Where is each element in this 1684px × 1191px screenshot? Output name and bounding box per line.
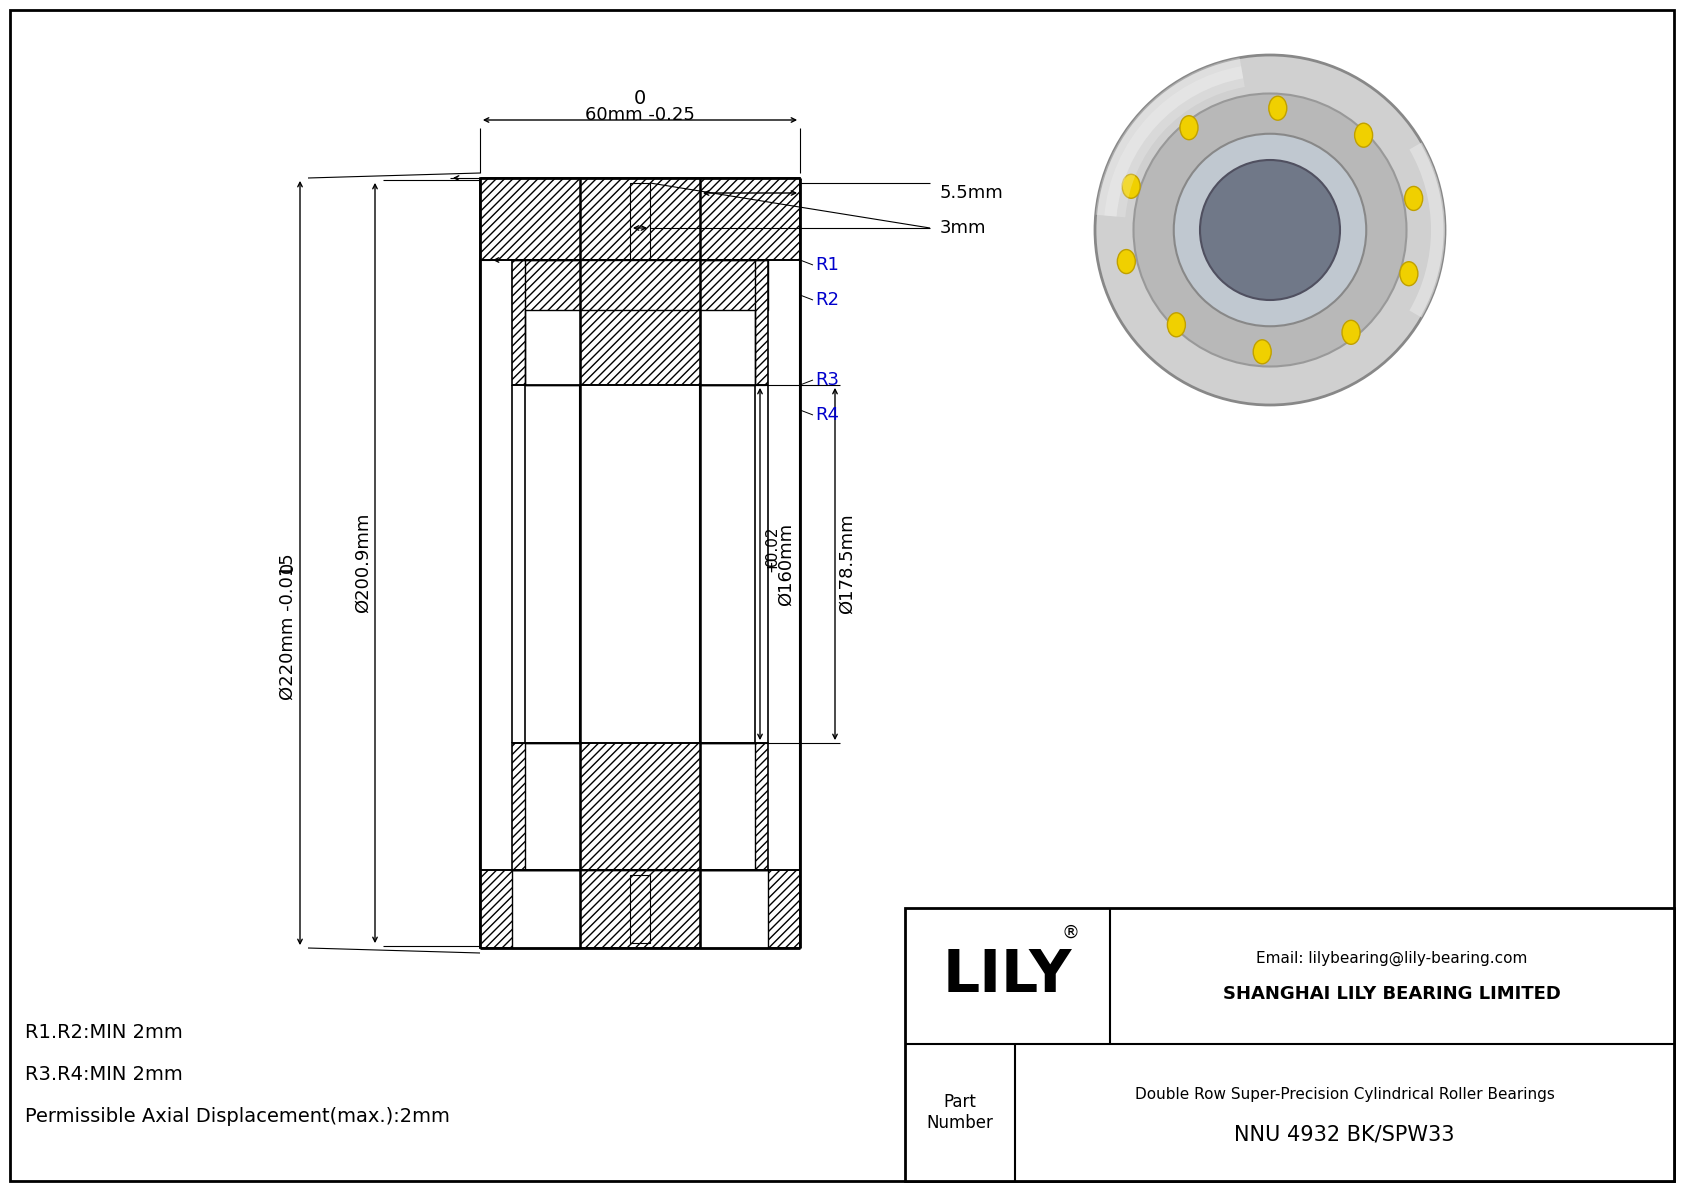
Text: +0.02: +0.02	[765, 525, 780, 572]
Ellipse shape	[1268, 96, 1287, 120]
Text: R4: R4	[815, 406, 839, 424]
Text: Ø160mm: Ø160mm	[776, 523, 795, 605]
Text: LILY: LILY	[943, 948, 1073, 1004]
Bar	[630, 183, 650, 305]
Text: Ø200.9mm: Ø200.9mm	[354, 513, 372, 613]
Bar	[480, 869, 800, 948]
Ellipse shape	[1354, 123, 1372, 148]
Bar	[512, 260, 579, 310]
Text: 0: 0	[633, 88, 647, 107]
Bar	[701, 869, 768, 948]
Text: R3: R3	[815, 372, 839, 389]
Circle shape	[1095, 55, 1445, 405]
Ellipse shape	[1167, 313, 1186, 337]
Ellipse shape	[1399, 262, 1418, 286]
Bar	[512, 743, 768, 869]
Ellipse shape	[1404, 187, 1423, 211]
Text: Part
Number: Part Number	[926, 1093, 994, 1131]
Circle shape	[1201, 160, 1340, 300]
Text: Ø178.5mm: Ø178.5mm	[839, 513, 855, 615]
Text: R3.R4:MIN 2mm: R3.R4:MIN 2mm	[25, 1066, 184, 1085]
Wedge shape	[1096, 57, 1243, 217]
Bar	[525, 743, 579, 888]
Text: Email: lilybearing@lily-bearing.com: Email: lilybearing@lily-bearing.com	[1256, 950, 1527, 966]
Text: NNU 4932 BK/SPW33: NNU 4932 BK/SPW33	[1234, 1124, 1455, 1145]
Ellipse shape	[1342, 320, 1361, 344]
Text: R1: R1	[815, 256, 839, 274]
Text: R1.R2:MIN 2mm: R1.R2:MIN 2mm	[25, 1023, 184, 1042]
Ellipse shape	[1122, 174, 1140, 198]
Text: SHANGHAI LILY BEARING LIMITED: SHANGHAI LILY BEARING LIMITED	[1223, 985, 1561, 1003]
Bar	[512, 260, 768, 385]
Text: 0: 0	[765, 556, 780, 566]
Text: 5.5mm: 5.5mm	[940, 183, 1004, 202]
Text: 0: 0	[280, 562, 296, 573]
Bar	[480, 177, 800, 260]
Text: 3mm: 3mm	[940, 219, 987, 237]
Bar	[701, 260, 768, 310]
Wedge shape	[1105, 67, 1244, 217]
Text: Double Row Super-Precision Cylindrical Roller Bearings: Double Row Super-Precision Cylindrical R…	[1135, 1087, 1554, 1102]
Text: 60mm -0.25: 60mm -0.25	[584, 106, 695, 124]
Bar	[701, 743, 754, 888]
Ellipse shape	[1253, 339, 1271, 363]
Bar	[512, 869, 579, 948]
Bar	[904, 908, 1674, 1181]
Circle shape	[1174, 133, 1366, 326]
Text: ®: ®	[1063, 924, 1079, 942]
Bar	[701, 310, 754, 385]
Text: Permissible Axial Displacement(max.):2mm: Permissible Axial Displacement(max.):2mm	[25, 1108, 450, 1127]
Text: R2: R2	[815, 291, 839, 308]
Ellipse shape	[1116, 250, 1135, 274]
Circle shape	[1133, 94, 1406, 367]
Bar	[525, 310, 579, 385]
Bar	[630, 875, 650, 943]
Ellipse shape	[1180, 116, 1197, 139]
Text: Ø220mm -0.015: Ø220mm -0.015	[280, 553, 296, 700]
Wedge shape	[1410, 143, 1445, 318]
